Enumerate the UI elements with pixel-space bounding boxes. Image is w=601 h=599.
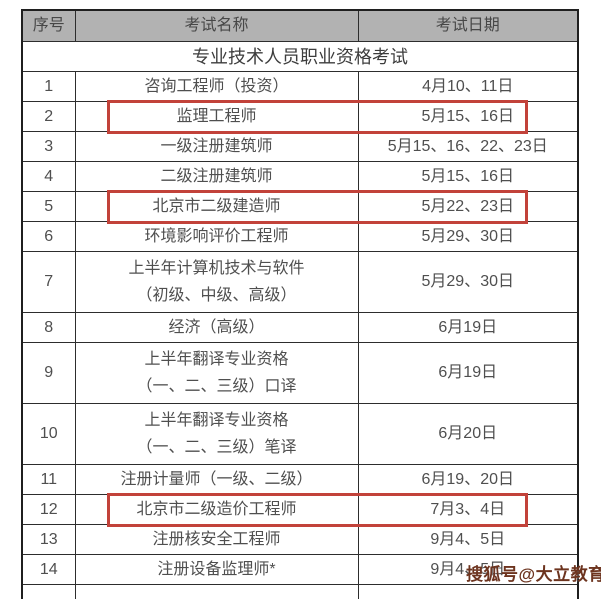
exam-name-cell: 监理工程师 bbox=[74, 101, 359, 132]
exam-name-line: （一、二、三级）笔译 bbox=[136, 439, 297, 456]
exam-name-cell: 上半年翻译专业资格 （一、二、三级）笔译 bbox=[74, 403, 359, 465]
exam-name-cell bbox=[74, 584, 359, 599]
exam-name-line: 环境影响评价工程师 bbox=[144, 228, 289, 245]
exam-name-cell: 北京市二级造价工程师 bbox=[74, 494, 359, 525]
exam-date-cell: 5月29、30日 bbox=[357, 221, 579, 252]
table-row: 8 经济（高级） 6月19日 bbox=[21, 312, 579, 343]
table-row: 4 二级注册建筑师 5月15、16日 bbox=[21, 161, 579, 192]
exam-name-cell: 一级注册建筑师 bbox=[74, 131, 359, 162]
exam-name-cell: 注册计量师（一级、二级） bbox=[74, 464, 359, 495]
exam-name-cell: 咨询工程师（投资） bbox=[74, 71, 359, 102]
table-row: 5 北京市二级建造师 5月22、23日 bbox=[21, 191, 579, 222]
table-row: 14 注册设备监理师* 9月4、5日 bbox=[21, 554, 579, 585]
exam-date-cell: 7月3、4日 bbox=[357, 494, 579, 525]
exam-date-cell: 6月19日 bbox=[357, 342, 579, 404]
exam-name-line: 注册计量师（一级、二级） bbox=[120, 471, 313, 488]
row-number-cell: 1 bbox=[21, 71, 76, 102]
table-row: 12 北京市二级造价工程师 7月3、4日 bbox=[21, 494, 579, 525]
exam-date-cell: 9月4、5日 bbox=[357, 524, 579, 555]
header-row: 序号 考试名称 考试日期 bbox=[21, 9, 579, 42]
exam-name-cell: 注册核安全工程师 bbox=[74, 524, 359, 555]
exam-name-line: 注册设备监理师* bbox=[157, 561, 276, 578]
row-number-cell: 6 bbox=[21, 221, 76, 252]
table-row: 7 上半年计算机技术与软件 （初级、中级、高级） 5月29、30日 bbox=[21, 251, 579, 313]
row-number-cell: 4 bbox=[21, 161, 76, 192]
table-row-partial bbox=[21, 584, 579, 599]
section-title: 专业技术人员职业资格考试 bbox=[21, 41, 579, 72]
exam-date-cell: 5月22、23日 bbox=[357, 191, 579, 222]
row-number-cell: 3 bbox=[21, 131, 76, 162]
exam-name-line: 上半年翻译专业资格 bbox=[144, 351, 289, 368]
row-number-cell: 7 bbox=[21, 251, 76, 313]
section-title-row: 专业技术人员职业资格考试 bbox=[21, 41, 579, 72]
row-number-cell bbox=[21, 584, 76, 599]
table-row: 11 注册计量师（一级、二级） 6月19、20日 bbox=[21, 464, 579, 495]
row-number-cell: 11 bbox=[21, 464, 76, 495]
exam-name-line: 注册核安全工程师 bbox=[152, 531, 281, 548]
exam-name-line: 二级注册建筑师 bbox=[160, 168, 273, 185]
row-number-cell: 5 bbox=[21, 191, 76, 222]
exam-name-cell: 上半年计算机技术与软件 （初级、中级、高级） bbox=[74, 251, 359, 313]
col-header-exam-date: 考试日期 bbox=[357, 9, 579, 42]
exam-name-cell: 经济（高级） bbox=[74, 312, 359, 343]
exam-date-cell: 4月10、11日 bbox=[357, 71, 579, 102]
exam-date-cell: 6月20日 bbox=[357, 403, 579, 465]
exam-date-cell: 6月19日 bbox=[357, 312, 579, 343]
row-number-cell: 12 bbox=[21, 494, 76, 525]
row-number-cell: 8 bbox=[21, 312, 76, 343]
exam-name-line: 北京市二级建造师 bbox=[152, 198, 281, 215]
exam-name-line: 咨询工程师（投资） bbox=[144, 78, 289, 95]
exam-name-line: 监理工程师 bbox=[176, 108, 257, 125]
table-row: 3 一级注册建筑师 5月15、16、22、23日 bbox=[21, 131, 579, 162]
exam-name-cell: 上半年翻译专业资格 （一、二、三级）口译 bbox=[74, 342, 359, 404]
exam-name-line: 经济（高级） bbox=[168, 319, 265, 336]
exam-name-cell: 二级注册建筑师 bbox=[74, 161, 359, 192]
exam-name-line: （初级、中级、高级） bbox=[136, 287, 297, 304]
table-row: 13 注册核安全工程师 9月4、5日 bbox=[21, 524, 579, 555]
exam-date-cell: 5月15、16日 bbox=[357, 161, 579, 192]
exam-schedule-table: 序号 考试名称 考试日期 专业技术人员职业资格考试 1 咨询工程师（投资） 4月10… bbox=[21, 9, 579, 599]
exam-name-cell: 注册设备监理师* bbox=[74, 554, 359, 585]
exam-date-cell: 5月29、30日 bbox=[357, 251, 579, 313]
row-number-cell: 10 bbox=[21, 403, 76, 465]
col-header-number: 序号 bbox=[21, 9, 76, 42]
watermark: 搜狐号@大立教育 bbox=[466, 565, 601, 584]
table-row: 2 监理工程师 5月15、16日 bbox=[21, 101, 579, 132]
row-number-cell: 14 bbox=[21, 554, 76, 585]
table-row: 10 上半年翻译专业资格 （一、二、三级）笔译 6月20日 bbox=[21, 403, 579, 465]
row-number-cell: 9 bbox=[21, 342, 76, 404]
exam-name-line: 上半年计算机技术与软件 bbox=[128, 260, 305, 277]
exam-date-cell bbox=[357, 584, 579, 599]
row-number-cell: 13 bbox=[21, 524, 76, 555]
exam-name-line: 北京市二级造价工程师 bbox=[136, 501, 297, 518]
exam-name-cell: 环境影响评价工程师 bbox=[74, 221, 359, 252]
exam-name-cell: 北京市二级建造师 bbox=[74, 191, 359, 222]
col-header-exam-name: 考试名称 bbox=[74, 9, 359, 42]
exam-date-cell: 5月15、16日 bbox=[357, 101, 579, 132]
table-header: 序号 考试名称 考试日期 bbox=[21, 9, 579, 42]
table-row: 6 环境影响评价工程师 5月29、30日 bbox=[21, 221, 579, 252]
exam-date-cell: 9月4、5日 bbox=[357, 554, 579, 585]
exam-date-cell: 5月15、16、22、23日 bbox=[357, 131, 579, 162]
table-row: 9 上半年翻译专业资格 （一、二、三级）口译 6月19日 bbox=[21, 342, 579, 404]
table-row: 1 咨询工程师（投资） 4月10、11日 bbox=[21, 71, 579, 102]
exam-name-line: （一、二、三级）口译 bbox=[136, 378, 297, 395]
exam-name-line: 上半年翻译专业资格 bbox=[144, 412, 289, 429]
exam-name-line: 一级注册建筑师 bbox=[160, 138, 273, 155]
row-number-cell: 2 bbox=[21, 101, 76, 132]
exam-date-cell: 6月19、20日 bbox=[357, 464, 579, 495]
